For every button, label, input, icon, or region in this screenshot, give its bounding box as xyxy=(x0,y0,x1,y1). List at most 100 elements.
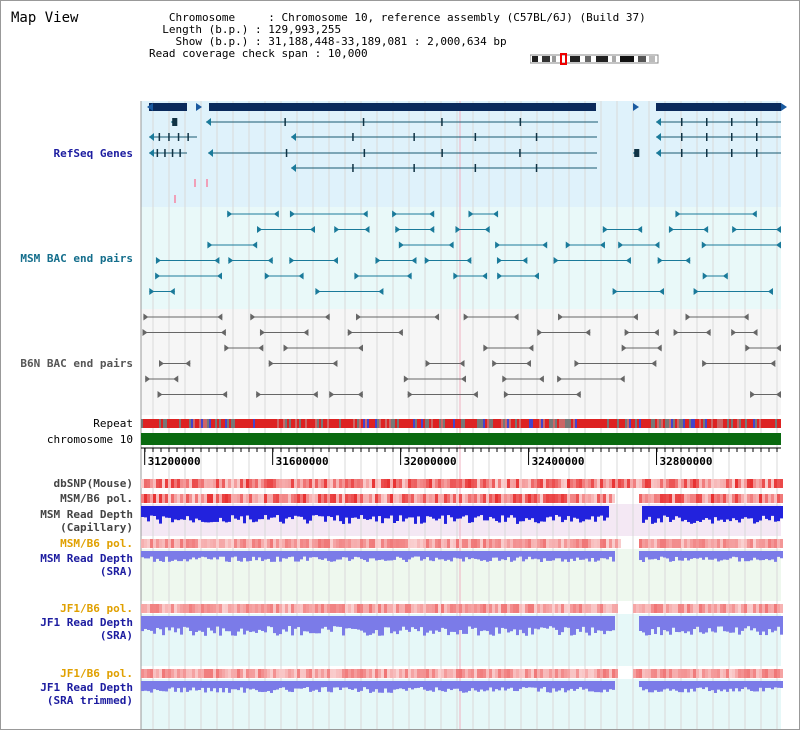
msm-pol-sra-segment xyxy=(354,539,357,548)
repeat-segment xyxy=(621,419,623,428)
jf1-depth-trim-bar xyxy=(693,681,696,692)
jf1-pol-trim-segment xyxy=(297,669,300,678)
msm-pol-segment xyxy=(276,494,279,503)
dbsnp-segment xyxy=(411,479,414,488)
repeat-segment xyxy=(517,419,519,428)
repeat-track-label[interactable]: Repeat xyxy=(93,417,133,430)
dbsnp-segment xyxy=(552,479,555,488)
dbsnp-segment xyxy=(504,479,507,488)
chromosome-ideogram[interactable] xyxy=(530,53,660,65)
jf1-depth-trim-bar xyxy=(225,681,228,688)
msm-depth-capillary-bar xyxy=(366,506,369,520)
msm-pol-sra-segment xyxy=(546,539,549,548)
jf1-depth-sra-bar xyxy=(327,616,330,630)
repeat-segment xyxy=(437,419,439,428)
repeat-segment xyxy=(741,419,743,428)
msm-pol-segment xyxy=(711,494,714,503)
jf1-pol-segment xyxy=(606,604,609,613)
jf1-depth-trim-bar xyxy=(270,681,273,693)
msm-pol-segment xyxy=(528,494,531,503)
msm-pol-sra-segment xyxy=(513,539,516,548)
msm-depth-sra-bar xyxy=(699,551,702,558)
jf1-pol-trim-segment xyxy=(525,669,528,678)
jf1-pol-trim-segment xyxy=(273,669,276,678)
dbsnp-segment xyxy=(213,479,216,488)
msm-b6-pol-sra-label[interactable]: MSM/B6 pol. xyxy=(60,537,133,550)
dbsnp-track-label[interactable]: dbSNP(Mouse) xyxy=(53,477,133,490)
msm-depth-capillary-label-1[interactable]: MSM Read Depth xyxy=(40,508,133,521)
dbsnp-segment xyxy=(729,479,732,488)
msm-depth-sra-bar xyxy=(228,551,231,562)
msm-depth-capillary-bar xyxy=(153,506,156,517)
msm-pol-sra-segment xyxy=(588,539,591,548)
msm-depth-capillary-bar xyxy=(762,506,765,516)
b6n-bac-track-label[interactable]: B6N BAC end pairs xyxy=(20,357,133,370)
jf1-depth-sra-label-1[interactable]: JF1 Read Depth xyxy=(40,616,133,629)
msm-bac-pair-end xyxy=(495,241,501,249)
msm-depth-sra-bar xyxy=(147,551,150,559)
jf1-pol-trim-segment xyxy=(183,669,186,678)
msm-pol-sra-segment xyxy=(231,539,234,548)
scale-tick-label: 31600000 xyxy=(276,455,329,468)
msm-depth-sra-bar xyxy=(312,551,315,558)
msm-depth-sra-label-1[interactable]: MSM Read Depth xyxy=(40,552,133,565)
repeat-segment xyxy=(379,419,381,428)
msm-pol-sra-segment xyxy=(309,539,312,548)
jf1-pol-segment xyxy=(453,604,456,613)
jf1-depth-trim-bar xyxy=(417,681,420,688)
msm-bac-track-label[interactable]: MSM BAC end pairs xyxy=(20,252,133,265)
exon xyxy=(363,149,366,157)
msm-depth-sra-bar xyxy=(306,551,309,561)
msm-pol-segment xyxy=(294,494,297,503)
msm-depth-capillary-bar xyxy=(642,506,645,523)
jf1-depth-sra-bar xyxy=(306,616,309,632)
jf1-depth-trim-bar xyxy=(207,681,210,688)
msm-depth-capillary-bar xyxy=(498,506,501,523)
jf1-depth-trim-label-1[interactable]: JF1 Read Depth xyxy=(40,681,133,694)
jf1-pol-segment xyxy=(198,604,201,613)
jf1-depth-trim-bar xyxy=(252,681,255,689)
jf1-depth-trim-bar xyxy=(606,681,609,692)
refseq-track-label[interactable]: RefSeq Genes xyxy=(53,147,133,160)
repeat-segment xyxy=(583,419,585,428)
jf1-depth-sra-bar xyxy=(723,616,726,632)
repeat-segment xyxy=(149,419,151,428)
jf1-pol-trim-segment xyxy=(366,669,369,678)
jf1-pol-trim-segment xyxy=(510,669,513,678)
jf1-pol-trim-segment xyxy=(558,669,561,678)
exon xyxy=(413,164,415,172)
jf1-depth-sra-bar xyxy=(156,616,159,628)
jf1-pol-trim-segment xyxy=(387,669,390,678)
msm-pol-sra-segment xyxy=(561,539,564,548)
jf1-b6-pol-label[interactable]: JF1/B6 pol. xyxy=(60,602,133,615)
repeat-segment xyxy=(143,419,145,428)
msm-pol-sra-segment xyxy=(417,539,420,548)
msm-depth-sra-bar xyxy=(666,551,669,559)
jf1-depth-sra-bar xyxy=(387,616,390,628)
jf1-pol-segment xyxy=(699,604,702,613)
jf1-b6-pol-trim-label[interactable]: JF1/B6 pol. xyxy=(60,667,133,680)
dbsnp-segment xyxy=(540,479,543,488)
dbsnp-segment xyxy=(675,479,678,488)
jf1-pol-segment xyxy=(603,604,606,613)
jf1-depth-trim-bar xyxy=(696,681,699,688)
msm-pol-segment xyxy=(690,494,693,503)
msm-pol-sra-segment xyxy=(678,539,681,548)
dbsnp-segment xyxy=(693,479,696,488)
msm-pol-segment xyxy=(570,494,573,503)
repeat-segment xyxy=(557,419,559,428)
b6n-bac-pair-end xyxy=(513,313,519,321)
msm-b6-pol-track-label[interactable]: MSM/B6 pol. xyxy=(60,492,133,505)
jf1-pol-trim-segment xyxy=(594,669,597,678)
jf1-depth-sra-bar xyxy=(606,616,609,631)
jf1-pol-trim-segment xyxy=(384,669,387,678)
msm-pol-segment xyxy=(459,494,462,503)
chromosome-track-label[interactable]: chromosome 10 xyxy=(46,433,133,446)
msm-depth-sra-bar xyxy=(414,551,417,557)
jf1-depth-sra-bar xyxy=(765,616,768,636)
dbsnp-segment xyxy=(684,479,687,488)
jf1-depth-sra-bar xyxy=(228,616,231,632)
msm-depth-capillary-bar xyxy=(537,506,540,524)
jf1-pol-trim-segment xyxy=(231,669,234,678)
